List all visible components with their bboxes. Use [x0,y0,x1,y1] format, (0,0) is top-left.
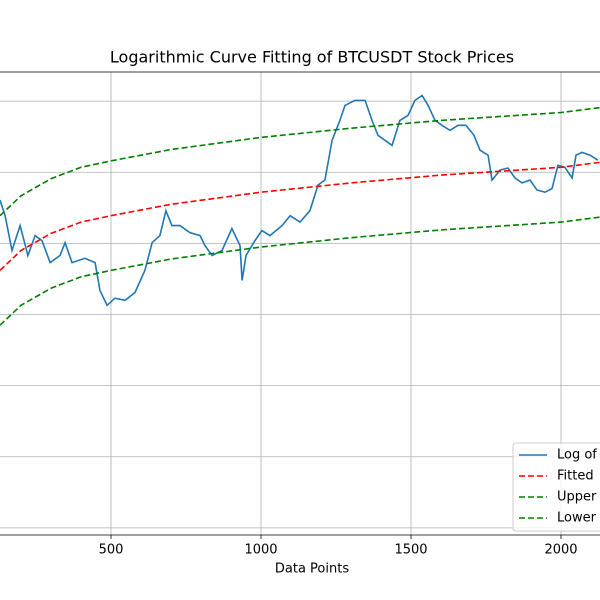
legend-label: Upper [557,490,597,505]
legend-box [512,442,600,532]
legend-label: Log of [557,448,597,463]
chart-title: Logarithmic Curve Fitting of BTCUSDT Sto… [110,48,514,67]
series-line [0,216,600,326]
legend-label: Lower [557,511,597,526]
x-axis-label: Data Points [275,562,349,577]
x-tick-label: 1000 [244,543,277,558]
series-line [0,106,600,217]
x-tick-label: 1500 [394,543,427,558]
x-tick-label: 2000 [544,543,577,558]
x-tick-label: 500 [99,543,124,558]
series-line [0,161,600,271]
legend-label: Fitted [557,469,594,484]
plot-lines [0,94,600,326]
series-line [0,94,599,307]
